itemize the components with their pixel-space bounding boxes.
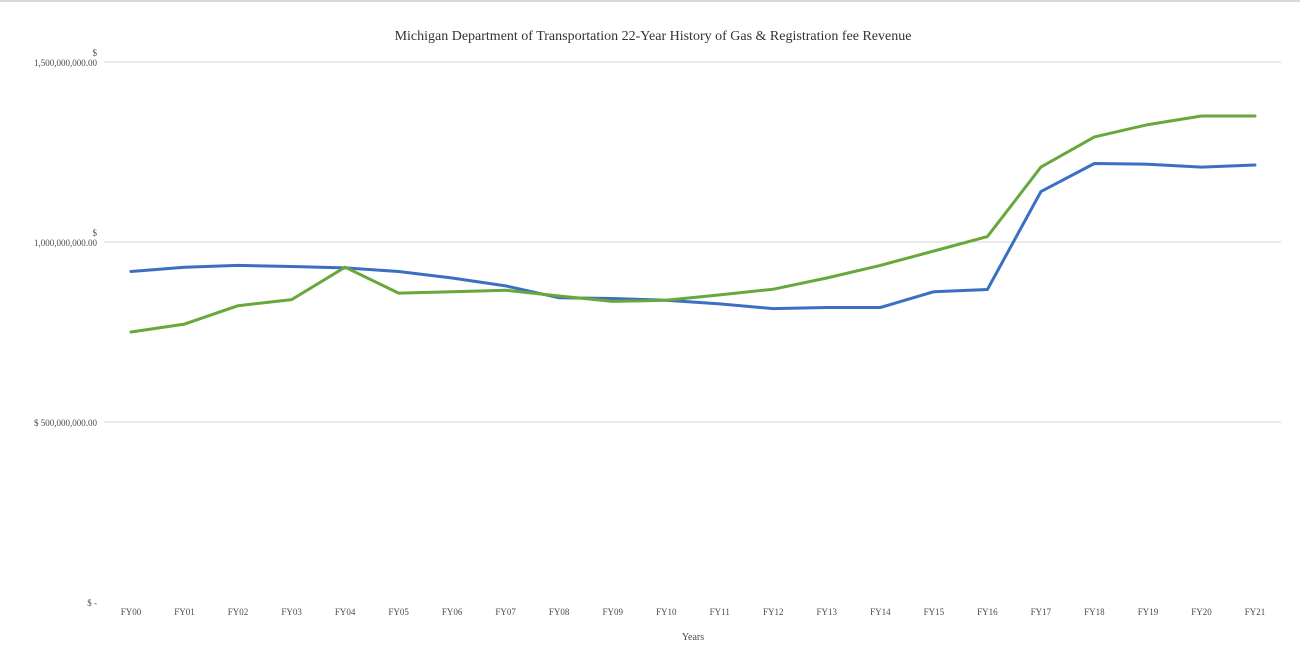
- x-tick-label: FY21: [1245, 607, 1266, 617]
- x-tick-label: FY18: [1084, 607, 1105, 617]
- y-tick-label: 1,500,000,000.00: [34, 58, 98, 68]
- y-tick-label: $ -: [87, 598, 97, 608]
- y-tick-currency-symbol: $: [93, 48, 98, 58]
- series-line-1: [129, 162, 1257, 311]
- x-tick-label: FY03: [281, 607, 302, 617]
- x-tick-label: FY00: [121, 607, 142, 617]
- y-axis-tick-labels: $1,500,000,000.00$1,000,000,000.00$ 500,…: [34, 48, 98, 608]
- x-tick-label: FY09: [602, 607, 623, 617]
- x-axis-tick-labels: FY00 FY01 FY02 FY03 FY04 FY05 FY06 FY07 FY08 FY09…: [121, 607, 1266, 617]
- x-tick-label: FY10: [656, 607, 677, 617]
- gridlines: [104, 61, 1281, 423]
- x-tick-label: FY20: [1191, 607, 1212, 617]
- x-tick-label: FY15: [924, 607, 945, 617]
- x-tick-label: FY16: [977, 607, 998, 617]
- x-tick-label: FY06: [442, 607, 463, 617]
- x-tick-label: FY14: [870, 607, 891, 617]
- x-tick-label: FY12: [763, 607, 784, 617]
- x-tick-label: FY07: [495, 607, 516, 617]
- x-tick-label: FY02: [228, 607, 249, 617]
- x-tick-label: FY13: [817, 607, 838, 617]
- series-lines: [129, 114, 1257, 334]
- y-tick-label: 1,000,000,000.00: [34, 238, 98, 248]
- x-tick-label: FY17: [1031, 607, 1052, 617]
- x-tick-label: FY01: [174, 607, 195, 617]
- y-tick-currency-symbol: $: [93, 228, 98, 238]
- x-tick-label: FY05: [388, 607, 409, 617]
- x-tick-label: FY08: [549, 607, 570, 617]
- x-axis-title: Years: [682, 632, 704, 643]
- x-tick-label: FY04: [335, 607, 356, 617]
- y-tick-label: $ 500,000,000.00: [34, 418, 98, 428]
- x-tick-label: FY19: [1138, 607, 1159, 617]
- chart-title: Michigan Department of Transportation 22…: [395, 29, 912, 44]
- x-tick-label: FY11: [710, 607, 730, 617]
- series-line-2: [129, 114, 1257, 334]
- top-border: [0, 0, 1300, 2]
